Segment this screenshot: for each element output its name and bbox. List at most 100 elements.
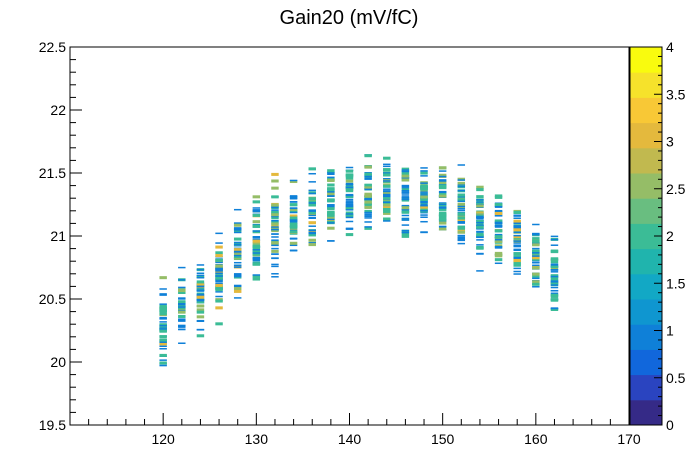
heatmap-bin (476, 185, 484, 189)
heatmap-bin (401, 187, 410, 189)
heatmap-bin (289, 224, 298, 228)
heatmap-bin (289, 200, 298, 203)
heatmap-bin (513, 210, 521, 214)
heatmap-bin (196, 300, 205, 304)
heatmap-bin (494, 244, 503, 248)
heatmap-bin (233, 223, 242, 227)
heatmap-bin (383, 207, 391, 211)
colorbar-segment (630, 147, 662, 174)
heatmap-bin (252, 213, 261, 217)
heatmap-bin (252, 248, 261, 251)
heatmap-bin (233, 275, 242, 278)
heatmap-bin (271, 241, 279, 245)
heatmap-bin (327, 173, 335, 175)
heatmap-bin (532, 252, 540, 254)
heatmap-bin (233, 227, 242, 230)
heatmap-bin (457, 179, 466, 181)
heatmap-bin (345, 211, 354, 215)
heatmap-bin (252, 274, 261, 276)
heatmap-bin (345, 182, 354, 185)
heatmap-bin (252, 230, 261, 232)
heatmap-bin (550, 266, 559, 270)
heatmap-bin (289, 222, 298, 226)
heatmap-bin (233, 237, 242, 241)
heatmap-bin (345, 184, 354, 186)
colorbar-tick-label: 2.5 (666, 181, 686, 197)
heatmap-bin (308, 231, 316, 234)
heatmap-bin (271, 186, 279, 190)
heatmap-bin (327, 189, 335, 193)
heatmap-bin (345, 194, 354, 197)
heatmap-bin (420, 216, 428, 218)
heatmap-bin (457, 205, 466, 208)
heatmap-bin (178, 324, 186, 327)
heatmap-bin (476, 201, 484, 203)
heatmap-bin (178, 342, 186, 344)
heatmap-bin (252, 241, 261, 245)
colorbar-segment (630, 97, 662, 124)
heatmap-bin (550, 277, 559, 281)
heatmap-bin (345, 233, 354, 237)
heatmap-bin (401, 206, 410, 210)
heatmap-bin (494, 233, 503, 236)
heatmap-bin (383, 202, 391, 206)
heatmap-bin (420, 192, 428, 194)
heatmap-bin (233, 229, 242, 233)
heatmap-bin (215, 280, 223, 283)
colorbar-segment (630, 198, 662, 224)
heatmap-bin (159, 342, 167, 346)
heatmap-bin (438, 173, 447, 177)
heatmap-bin (494, 205, 503, 208)
heatmap-bin (383, 220, 391, 222)
heatmap-bin (420, 182, 428, 184)
heatmap-bin (196, 295, 205, 299)
heatmap-bin (308, 217, 316, 219)
heatmap-bin (383, 206, 391, 210)
y-tick-label: 21 (50, 228, 66, 244)
heatmap-bin (532, 255, 540, 257)
heatmap-bins (159, 154, 559, 367)
heatmap-bin (271, 273, 279, 275)
colorbar-tick-label: 3 (666, 134, 674, 150)
heatmap-bin (476, 221, 484, 224)
heatmap-bin (233, 229, 242, 231)
heatmap-bin (494, 215, 503, 217)
heatmap-bin (233, 227, 242, 229)
heatmap-bin (476, 188, 484, 192)
heatmap-bin (178, 279, 186, 281)
heatmap-bin (345, 186, 354, 189)
heatmap-bin (271, 249, 279, 253)
heatmap-bin (438, 193, 447, 197)
heatmap-bin (289, 180, 298, 184)
heatmap-bin (233, 256, 242, 260)
heatmap-bin (401, 231, 410, 234)
heatmap-bin (289, 203, 298, 207)
heatmap-bin (271, 179, 279, 183)
heatmap-bin (289, 237, 298, 240)
heatmap-bin (401, 188, 410, 192)
heatmap-bin (289, 197, 298, 200)
heatmap-bin (215, 291, 223, 293)
heatmap-bin (345, 200, 354, 202)
heatmap-bin (327, 204, 335, 206)
heatmap-bin (438, 211, 447, 215)
heatmap-bin (550, 290, 559, 292)
heatmap-bin (550, 281, 559, 285)
heatmap-bin (364, 200, 372, 204)
heatmap-bin (513, 261, 521, 265)
heatmap-bin (159, 276, 167, 280)
heatmap-bin (345, 176, 354, 180)
heatmap-bin (178, 326, 186, 328)
axes: 120 130 140 150 160 170 19.5 20 20.5 21 21.5 22 22.5 (39, 39, 641, 447)
heatmap-bin (438, 180, 447, 184)
heatmap-bin (271, 242, 279, 246)
heatmap-bin (438, 221, 447, 225)
heatmap-bin (401, 214, 410, 217)
heatmap-bin (550, 294, 559, 298)
heatmap-bin (308, 229, 316, 232)
heatmap-bin (494, 238, 503, 241)
heatmap-bin (420, 192, 428, 196)
heatmap-bin (550, 298, 559, 302)
heatmap-bin (401, 169, 410, 171)
heatmap-bin (327, 193, 335, 197)
